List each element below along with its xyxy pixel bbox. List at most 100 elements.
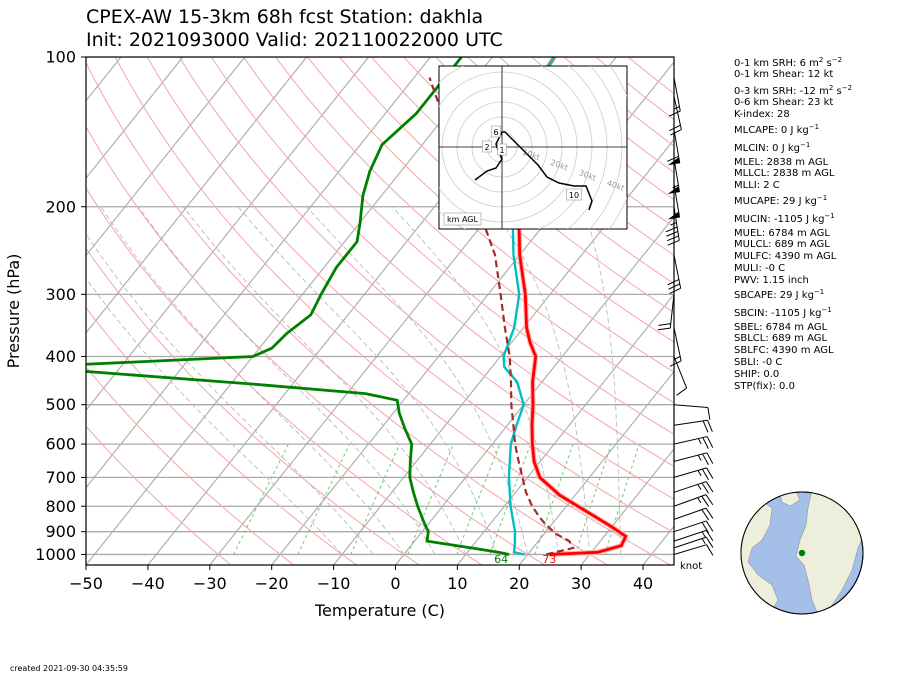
- parameter-line: MULI: -0 C: [734, 263, 785, 274]
- isotherm-line: [0, 57, 183, 565]
- wind-barb: [674, 508, 713, 520]
- parameter-line: SBEL: 6784 m AGL: [734, 322, 828, 333]
- x-tick-label: 0: [390, 574, 400, 593]
- barb-full: [702, 469, 708, 480]
- station-marker: [799, 550, 805, 556]
- parameter-line: MULCL: 689 m AGL: [734, 239, 830, 250]
- y-axis-label: Pressure (hPa): [4, 254, 23, 369]
- x-tick-label: 20: [509, 574, 529, 593]
- parameter-line: MUCAPE: 29 J kg−1: [734, 194, 827, 207]
- barb-half: [702, 539, 705, 544]
- parameter-line: SBLI: -0 C: [734, 357, 782, 368]
- chart-title-line2: Init: 2021093000 Valid: 202110022000 UTC: [86, 29, 503, 51]
- barb-full: [703, 421, 708, 432]
- hodograph-height-label: 1: [499, 146, 504, 155]
- barb-full: [669, 288, 680, 293]
- parameter-line: MLLI: 2 C: [734, 180, 780, 191]
- x-tick-label: −30: [193, 574, 227, 593]
- barb-staff: [674, 453, 707, 462]
- y-tick-label: 800: [45, 497, 76, 516]
- dry-adiabat: [0, 57, 419, 565]
- parameter-line: MUCIN: -1105 J kg−1: [734, 212, 835, 225]
- created-timestamp: created 2021-09-30 04:35:59: [10, 664, 128, 673]
- y-tick-label: 300: [45, 285, 76, 304]
- barb-staff: [674, 328, 681, 361]
- barb-full: [703, 454, 709, 465]
- barb-full: [707, 468, 713, 479]
- barb-staff: [674, 508, 706, 519]
- wind-barb: [674, 405, 710, 420]
- parameter-line: 0-1 km Shear: 12 kt: [734, 69, 833, 80]
- barb-half: [697, 498, 700, 503]
- y-tick-label: 200: [45, 197, 76, 216]
- y-tick-label: 1000: [35, 545, 76, 564]
- x-tick-label: −50: [69, 574, 103, 593]
- barb-half: [675, 356, 681, 359]
- y-tick-label: 500: [45, 395, 76, 414]
- barb-half: [698, 484, 701, 489]
- wind-barb: [674, 530, 713, 541]
- x-tick-label: −10: [317, 574, 351, 593]
- wind-barb: [674, 357, 687, 396]
- surface-dewpoint-label: 64: [494, 553, 508, 566]
- wind-barb: [669, 78, 680, 117]
- chart-title-line1: CPEX-AW 15-3km 68h fcst Station: dakhla: [86, 6, 483, 28]
- barb-full: [667, 236, 678, 241]
- parameter-line: STP(fix): 0.0: [734, 381, 795, 392]
- barb-full: [666, 231, 677, 236]
- parameter-line: PWV: 1.15 inch: [734, 275, 809, 286]
- wind-barb: [674, 453, 713, 465]
- barb-full: [708, 408, 710, 420]
- wind-barb: [669, 96, 681, 135]
- barb-full: [669, 125, 680, 131]
- wind-barb: [674, 420, 712, 432]
- y-tick-label: 600: [45, 435, 76, 454]
- mixing-ratio-line: [234, 444, 289, 554]
- parameter-line: SBCAPE: 29 J kg−1: [734, 288, 824, 301]
- x-tick-label: 40: [633, 574, 653, 593]
- parameter-line: 0-1 km SRH: 6 m2 s−2: [734, 56, 842, 69]
- barb-full: [677, 388, 687, 395]
- hodograph-height-label: 6: [493, 128, 498, 137]
- hodograph-height-label: 2: [484, 143, 489, 152]
- barb-half: [702, 532, 705, 537]
- y-tick-label: 100: [45, 48, 76, 67]
- y-tick-label: 400: [45, 347, 76, 366]
- barb-staff: [674, 437, 707, 445]
- wind-barb: [674, 495, 713, 507]
- parameter-line: MUEL: 6784 m AGL: [734, 228, 830, 239]
- barb-staff: [674, 468, 707, 478]
- barb-half: [698, 470, 701, 475]
- hodograph-height-label: 10: [569, 191, 579, 200]
- barb-half: [698, 439, 701, 445]
- parameter-line: MULFC: 4390 m AGL: [734, 251, 837, 262]
- mixing-ratio-line: [298, 444, 350, 554]
- barb-full: [703, 438, 709, 449]
- barb-staff: [674, 521, 706, 532]
- parameter-line: K-index: 28: [734, 109, 790, 120]
- barb-staff: [674, 495, 706, 507]
- x-tick-label: 30: [571, 574, 591, 593]
- wind-barb: [674, 437, 713, 449]
- barb-full: [708, 420, 713, 431]
- parameter-line: MLCIN: 0 J kg−1: [734, 141, 810, 154]
- parameter-line: MLLCL: 2838 m AGL: [734, 168, 835, 179]
- parameter-line: SBCIN: -1105 J kg−1: [734, 306, 832, 319]
- barb-full: [707, 437, 713, 448]
- wind-barb: [674, 482, 713, 494]
- isotherm-line: [86, 57, 492, 565]
- y-tick-label: 900: [45, 522, 76, 541]
- y-tick-label: 700: [45, 468, 76, 487]
- barb-staff: [674, 530, 706, 541]
- hodograph-legend-label: km AGL: [447, 215, 479, 224]
- x-axis-label: Temperature (C): [314, 601, 445, 620]
- parameter-list: 0-1 km SRH: 6 m2 s−20-1 km Shear: 12 kt 0…: [734, 56, 852, 392]
- wind-barb: [674, 468, 713, 480]
- parameter-line: 0-3 km SRH: -12 m2 s−2: [734, 84, 852, 97]
- barb-full: [707, 453, 713, 464]
- hodograph-frame: [439, 66, 627, 229]
- barb-full: [670, 130, 681, 136]
- parameter-line: MLCAPE: 0 J kg−1: [734, 123, 819, 136]
